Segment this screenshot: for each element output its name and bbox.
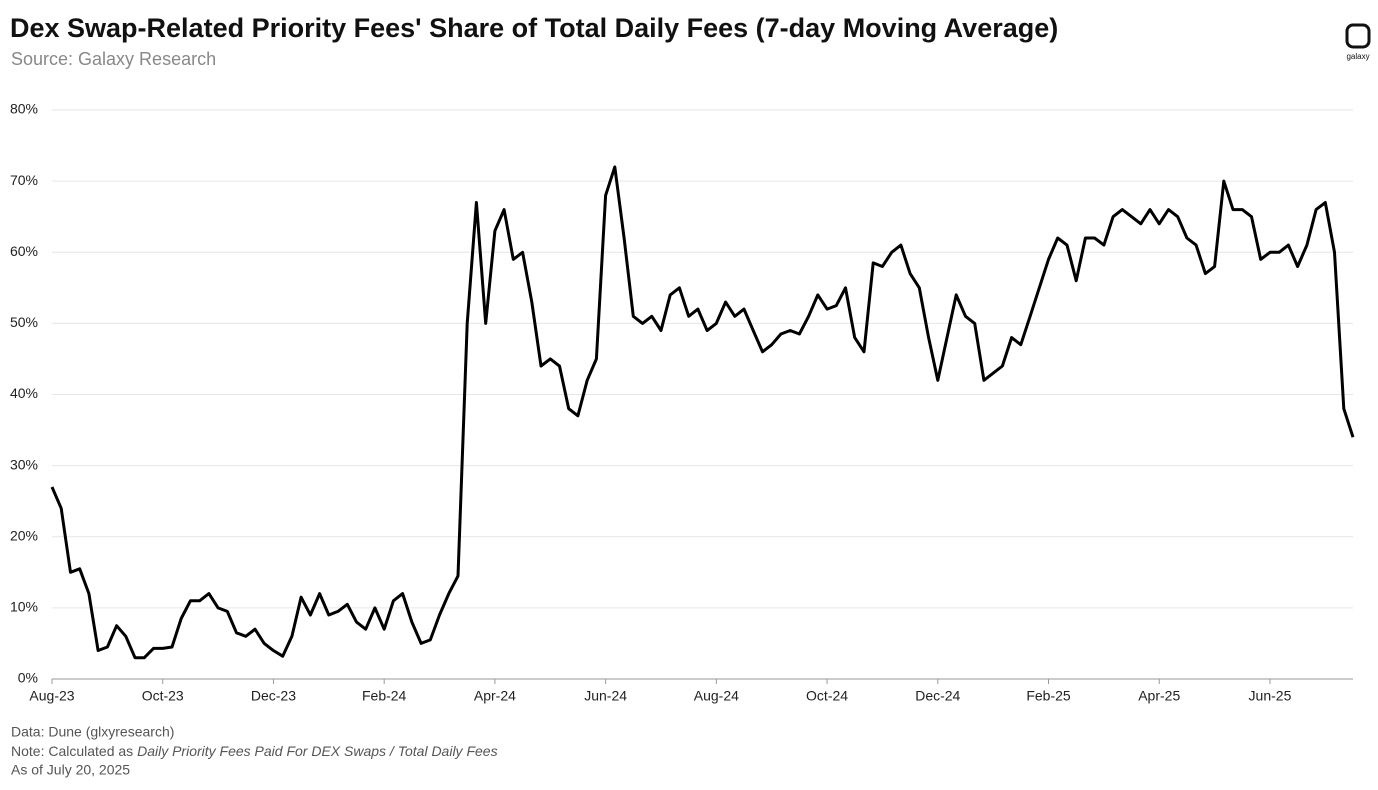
x-tick-label: Aug-24 <box>694 688 739 704</box>
x-tick-label: Jun-24 <box>584 688 627 704</box>
note-prefix: Note: Calculated as <box>11 743 133 759</box>
x-tick-label: Jun-25 <box>1249 688 1292 704</box>
y-tick-label: 40% <box>10 385 38 401</box>
logo-text: galaxy <box>1346 52 1369 61</box>
y-tick-label: 30% <box>10 456 38 472</box>
x-tick-label: Oct-24 <box>806 688 848 704</box>
x-tick-label: Feb-24 <box>362 688 407 704</box>
y-tick-label: 60% <box>10 243 38 259</box>
x-tick-label: Dec-24 <box>915 688 960 704</box>
chart-subtitle: Source: Galaxy Research <box>11 49 216 69</box>
x-tick-label: Apr-25 <box>1138 688 1180 704</box>
y-tick-label: 10% <box>10 599 38 615</box>
x-tick-label: Oct-23 <box>142 688 184 704</box>
note-italic: Daily Priority Fees Paid For DEX Swaps /… <box>137 743 498 759</box>
footer-data: Data: Dune (glxyresearch) <box>11 724 174 740</box>
y-tick-label: 70% <box>10 172 38 188</box>
logo-icon <box>1345 23 1371 49</box>
y-tick-label: 80% <box>10 101 38 117</box>
x-tick-label: Aug-23 <box>29 688 74 704</box>
x-tick-label: Apr-24 <box>474 688 516 704</box>
y-tick-label: 20% <box>10 527 38 543</box>
footer-note: Note: Calculated as Daily Priority Fees … <box>11 743 498 759</box>
y-tick-label: 50% <box>10 314 38 330</box>
chart-title: Dex Swap-Related Priority Fees' Share of… <box>10 13 1058 43</box>
x-tick-label: Dec-23 <box>251 688 296 704</box>
logo: galaxy <box>1345 23 1371 61</box>
x-tick-label: Feb-25 <box>1026 688 1071 704</box>
y-tick-label: 0% <box>18 670 38 686</box>
footer-as-of: As of July 20, 2025 <box>11 762 130 778</box>
data-line <box>50 165 1355 660</box>
